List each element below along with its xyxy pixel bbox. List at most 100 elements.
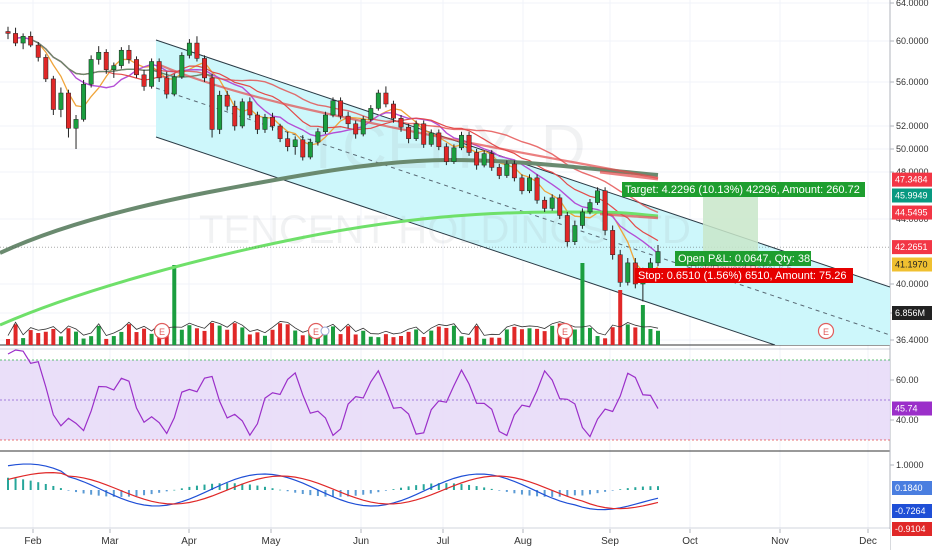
candle-body <box>421 123 427 145</box>
time-tick-label: May <box>262 536 281 547</box>
candle-body <box>383 92 389 105</box>
macd-histogram-bar <box>513 490 516 494</box>
target-label: Target: 4.2296 (10.13%) 42296, Amount: 2… <box>625 184 860 196</box>
candle-body <box>534 177 540 201</box>
candle-body <box>126 49 132 60</box>
candle-body <box>481 153 487 166</box>
candle-body <box>436 132 442 147</box>
macd-histogram-bar <box>634 487 637 490</box>
macd-histogram-bar <box>82 490 85 494</box>
volume-bar <box>217 325 222 345</box>
volume-bar <box>225 329 230 345</box>
macd-histogram-bar <box>392 489 395 490</box>
target-label-box <box>622 182 865 197</box>
volume-bar <box>315 337 320 345</box>
candle-body <box>194 42 200 59</box>
time-tick-label: Aug <box>514 536 532 547</box>
open-pnl-label: Open P&L: 0.0647, Qty: 38 <box>678 253 810 265</box>
macd-histogram-bar <box>226 483 229 490</box>
volume-bar <box>323 330 328 345</box>
price-tick-label: 40.0000 <box>896 279 929 289</box>
candle-body <box>202 58 207 79</box>
candle-body <box>292 139 298 147</box>
volume-bar <box>338 334 343 345</box>
volume-bar <box>527 328 532 345</box>
earnings-marker-label: E <box>562 327 568 337</box>
price-badge-label: 41.1970 <box>895 260 928 270</box>
candle-body <box>28 36 34 46</box>
price-tick-label: 36.4000 <box>896 335 929 345</box>
volume-bar <box>512 326 517 345</box>
earnings-marker-label: E <box>159 327 165 337</box>
macd-histogram-bar <box>52 485 55 490</box>
candle-body <box>549 197 555 209</box>
candle-body <box>428 132 434 145</box>
volume-bar <box>436 326 441 345</box>
volume-bar <box>331 326 335 345</box>
price-axis-panel <box>891 0 932 550</box>
candle-body <box>489 153 495 168</box>
volume-bar <box>232 323 237 345</box>
price-badge <box>892 172 932 187</box>
macd-histogram-bar <box>460 484 463 490</box>
candle-body <box>239 101 245 127</box>
macd-histogram-bar <box>536 490 539 497</box>
volume-bar <box>610 327 615 345</box>
time-tick-label: Mar <box>101 536 119 547</box>
candle-body <box>81 83 87 120</box>
candle-body <box>527 177 532 192</box>
volume-bar <box>270 329 275 345</box>
macd-histogram-bar <box>218 483 221 490</box>
candle-body <box>270 116 275 127</box>
macd-histogram-bar <box>339 490 342 497</box>
candle-body <box>338 100 344 117</box>
time-tick-label: Feb <box>24 536 42 547</box>
macd-histogram-bar <box>415 485 418 490</box>
volume-bar <box>202 330 207 345</box>
macd-histogram-bar <box>180 488 183 490</box>
volume-bar <box>414 329 419 345</box>
macd-histogram-bar <box>611 490 614 491</box>
macd-histogram-bar <box>407 486 410 490</box>
macd-histogram-bar <box>551 490 554 497</box>
macd-badge <box>892 504 932 518</box>
candle-body <box>353 123 359 135</box>
volume-bar <box>210 323 215 345</box>
macd-histogram-bar <box>37 482 40 490</box>
macd-histogram-bar <box>400 487 403 490</box>
macd-histogram-bar <box>468 484 471 490</box>
volume-bar <box>550 325 555 345</box>
macd-histogram-bar <box>543 490 546 497</box>
price-badge <box>892 257 932 272</box>
price-badge-label: 44.5495 <box>895 208 928 218</box>
volume-bar <box>353 334 358 345</box>
candle-body <box>232 105 238 127</box>
time-tick-label: Jul <box>437 536 450 547</box>
candle-body <box>277 125 283 139</box>
macd-histogram-bar <box>369 490 372 494</box>
volume-bar <box>194 328 199 345</box>
macd-signal-line <box>7 472 659 510</box>
macd-histogram-bar <box>452 483 455 490</box>
volume-bar <box>149 333 154 345</box>
macd-histogram-bar <box>90 490 93 495</box>
volume-bar <box>459 336 464 345</box>
open-pnl-box <box>675 251 811 266</box>
candle-body <box>610 230 616 255</box>
volume-bar <box>21 338 26 345</box>
channel-lower-line <box>155 136 776 345</box>
macd-histogram-bar <box>14 478 17 490</box>
ma-100-line <box>0 210 659 327</box>
time-tick-label: Dec <box>859 536 877 547</box>
macd-histogram-bar <box>566 490 569 497</box>
volume-bar <box>96 325 101 345</box>
macd-histogram-bar <box>528 490 531 496</box>
ma-projection-red <box>599 170 659 181</box>
macd-histogram-bar <box>203 484 206 490</box>
volume-bar <box>625 324 630 345</box>
stop-label-box <box>635 268 853 283</box>
candle-body <box>315 131 321 143</box>
earnings-marker <box>556 322 574 340</box>
